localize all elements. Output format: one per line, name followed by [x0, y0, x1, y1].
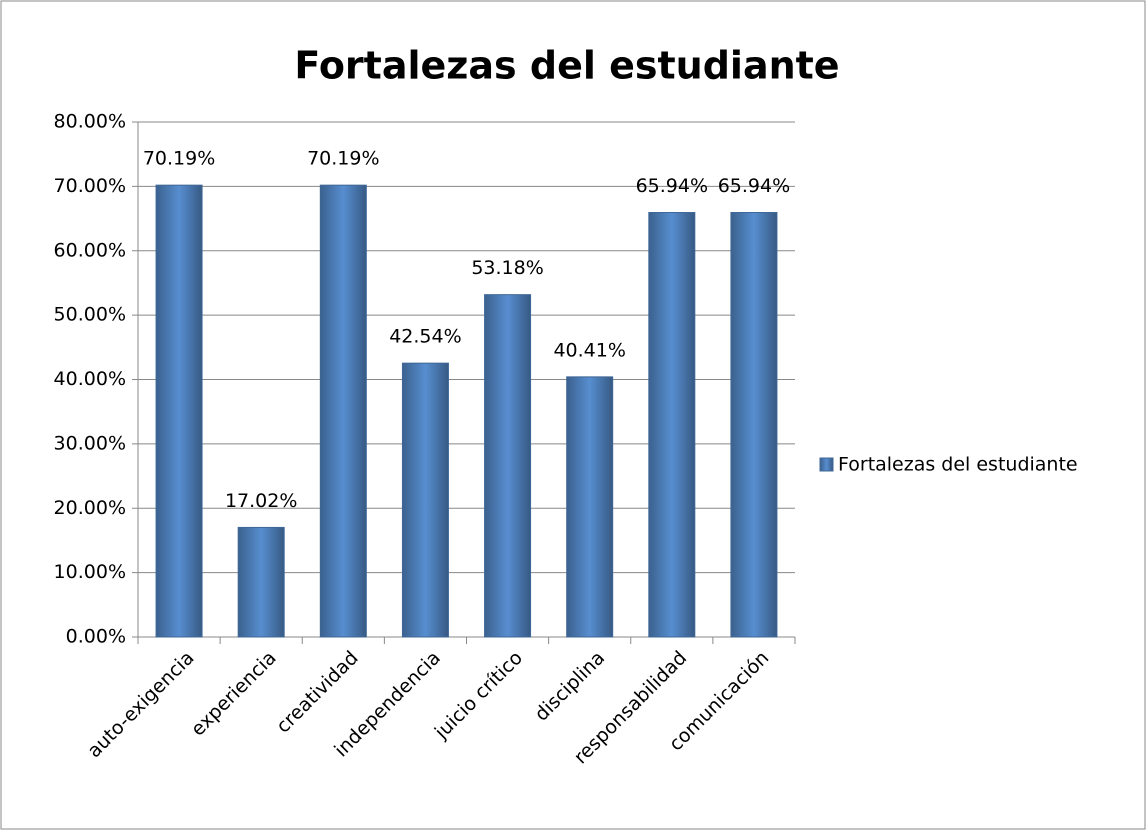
bar [484, 294, 532, 638]
bar [566, 376, 614, 638]
y-tick-label: 70.00% [54, 175, 126, 197]
bar [401, 362, 449, 638]
legend-label: Fortalezas del estudiante [838, 454, 1078, 476]
y-tick-label: 20.00% [54, 497, 126, 519]
data-label: 70.19% [307, 148, 379, 170]
data-label: 40.41% [553, 339, 625, 361]
data-label: 65.94% [636, 175, 708, 197]
y-tick-label: 80.00% [54, 111, 126, 133]
data-label: 42.54% [389, 326, 461, 348]
bar [319, 184, 367, 638]
y-tick-label: 50.00% [54, 304, 126, 326]
bar [648, 212, 696, 638]
bar [155, 184, 203, 638]
y-tick-label: 10.00% [54, 561, 126, 583]
y-tick-label: 30.00% [54, 432, 126, 454]
legend-marker [819, 457, 834, 472]
data-label: 17.02% [225, 490, 297, 512]
data-label: 65.94% [718, 175, 790, 197]
bar [730, 212, 778, 638]
bar [237, 526, 285, 638]
y-tick-label: 60.00% [54, 239, 126, 261]
data-label: 53.18% [471, 257, 543, 279]
y-tick-label: 40.00% [54, 368, 126, 390]
data-label: 70.19% [143, 148, 215, 170]
y-tick-label: 0.00% [66, 626, 126, 648]
chart-title: Fortalezas del estudiante [294, 44, 839, 88]
